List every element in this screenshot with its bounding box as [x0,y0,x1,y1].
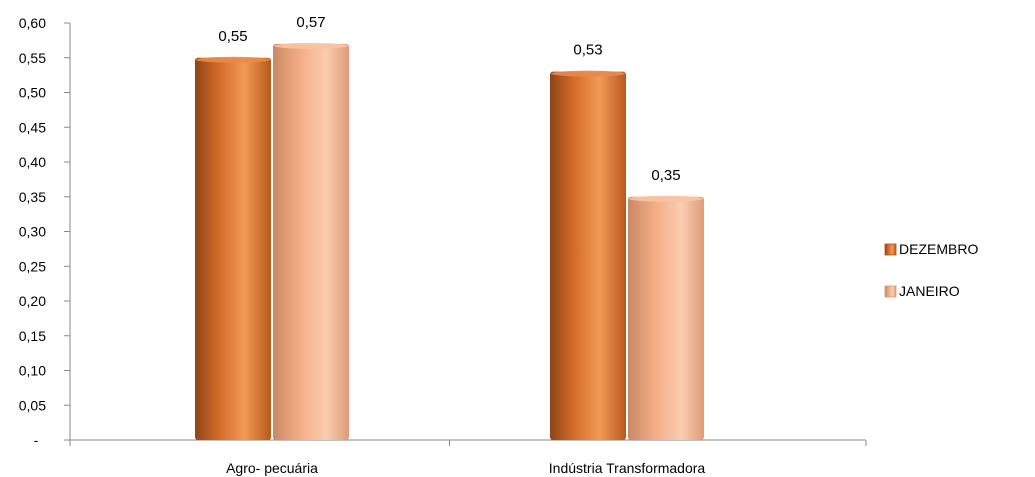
legend-label-janeiro: JANEIRO [899,283,960,299]
data-label: 0,57 [296,14,325,31]
y-tick-label: 0,15 [19,328,46,344]
bar-janeiro-2 [628,196,704,440]
bar-cap [274,42,348,49]
legend-label-dezembro: DEZEMBRO [899,241,978,257]
data-label: 0,55 [218,28,247,45]
bar-dezembro-1 [195,57,271,440]
y-tick-label: 0,55 [19,50,46,66]
bar-cap [551,70,625,77]
y-tick-label: 0,50 [19,85,46,101]
bar-cap [629,195,703,202]
bar-janeiro-1 [273,43,349,440]
labels: 0,55 0,57 0,53 0,35 [218,14,680,184]
y-tick-label: 0,35 [19,189,46,205]
data-label: 0,35 [651,167,680,184]
y-tick-label: 0,10 [19,363,46,379]
bar-dezembro-2 [550,71,626,441]
legend: DEZEMBRO JANEIRO [884,241,978,299]
axes: - 0,05 0,10 0,15 0,20 0,25 0,30 0,35 0,40 0,45 0,5… [19,15,867,476]
y-tick-label: 0,25 [19,258,46,274]
category-label: Indústria Transformadora [549,460,706,476]
y-tick-label: 0,60 [19,15,46,31]
data-label: 0,53 [573,42,602,59]
legend-swatch-dezembro [884,243,897,256]
y-tick-label: 0,20 [19,293,46,309]
y-tick-label: - [34,432,39,448]
bar-cap [196,56,270,63]
bars [195,42,704,441]
y-tick-label: 0,30 [19,224,46,240]
y-tick-label: 0,45 [19,119,46,135]
category-label: Agro- pecuária [226,460,318,476]
y-tick-label: 0,05 [19,397,46,413]
legend-swatch-janeiro [884,285,897,298]
y-tick-label: 0,40 [19,154,46,170]
